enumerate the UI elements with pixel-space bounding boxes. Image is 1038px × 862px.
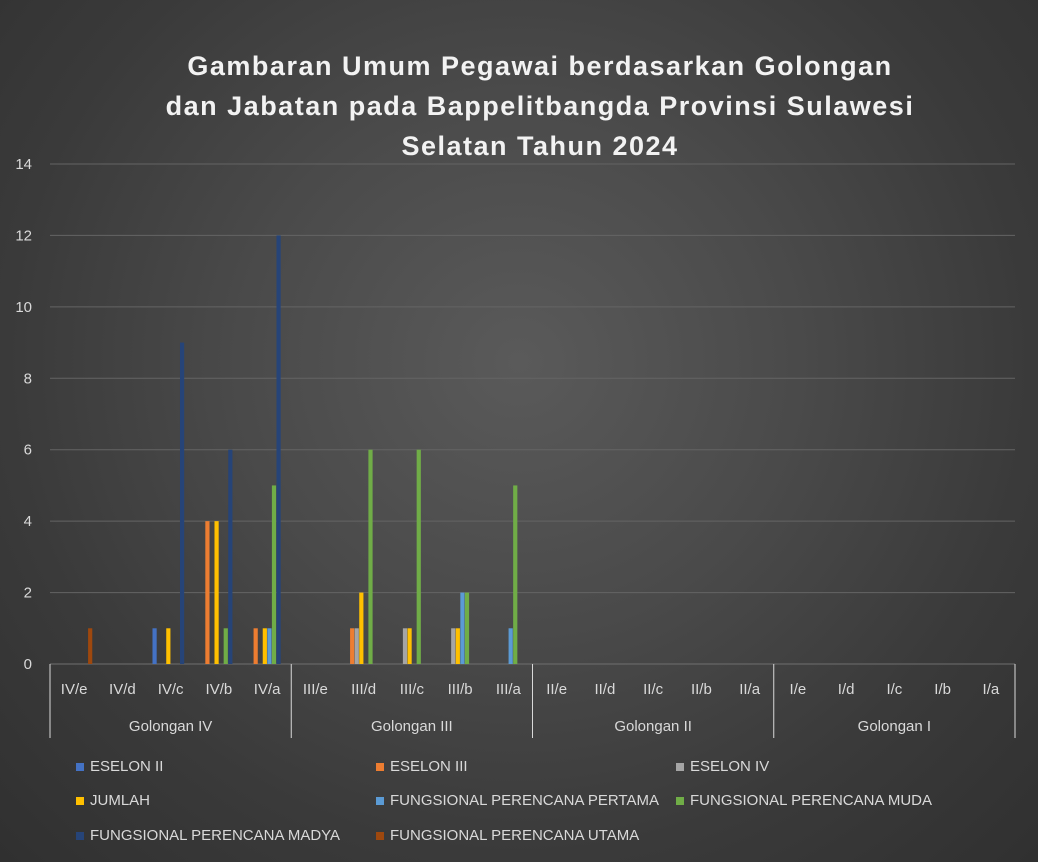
group-label: Golongan III bbox=[371, 718, 453, 735]
y-tick-label: 0 bbox=[24, 656, 32, 673]
bar bbox=[464, 592, 470, 664]
bar bbox=[262, 628, 267, 664]
bar bbox=[451, 628, 456, 664]
chart-title-line-1: Gambaran Umum Pegawai berdasarkan Golong… bbox=[187, 51, 893, 81]
x-tick-label: I/c bbox=[886, 681, 902, 698]
bar bbox=[179, 342, 185, 664]
bar bbox=[460, 592, 465, 664]
x-tick-label: II/e bbox=[546, 681, 567, 698]
bar bbox=[350, 628, 355, 664]
bar bbox=[359, 592, 364, 664]
bar bbox=[402, 628, 408, 664]
x-tick-label: IV/c bbox=[158, 681, 184, 698]
bar bbox=[228, 449, 233, 664]
bar bbox=[407, 628, 412, 664]
x-tick-label: I/a bbox=[983, 681, 1000, 698]
chart-title: Gambaran Umum Pegawai berdasarkan Golong… bbox=[60, 46, 1020, 166]
x-tick-label: III/d bbox=[351, 681, 376, 698]
bar bbox=[276, 235, 281, 664]
bar bbox=[253, 628, 258, 664]
bar bbox=[271, 485, 277, 664]
x-tick-label: II/b bbox=[691, 681, 712, 698]
bar bbox=[214, 521, 219, 664]
chart-title-line-2: dan Jabatan pada Bappelitbangda Provinsi… bbox=[165, 91, 915, 121]
x-tick-label: III/a bbox=[496, 681, 522, 698]
x-tick-label: I/b bbox=[934, 681, 951, 698]
group-label: Golongan II bbox=[614, 718, 692, 735]
x-tick-label: II/a bbox=[739, 681, 761, 698]
bar bbox=[513, 485, 518, 664]
bar bbox=[223, 628, 228, 664]
group-label: Golongan IV bbox=[129, 718, 212, 735]
y-tick-label: 2 bbox=[24, 585, 32, 602]
x-tick-label: IV/b bbox=[206, 681, 233, 698]
bar bbox=[354, 628, 359, 664]
bar bbox=[368, 449, 373, 664]
x-tick-label: IV/d bbox=[109, 681, 136, 698]
bar bbox=[508, 628, 513, 664]
x-tick-label: III/b bbox=[448, 681, 473, 698]
x-tick-label: II/c bbox=[643, 681, 664, 698]
y-tick-label: 14 bbox=[15, 156, 32, 173]
x-tick-label: III/e bbox=[303, 681, 328, 698]
bar bbox=[152, 628, 157, 664]
y-tick-label: 8 bbox=[24, 370, 32, 387]
group-label: Golongan I bbox=[858, 718, 931, 735]
x-tick-label: IV/a bbox=[254, 681, 281, 698]
y-tick-label: 4 bbox=[24, 513, 32, 530]
y-tick-label: 12 bbox=[15, 227, 32, 244]
y-tick-label: 10 bbox=[15, 299, 32, 316]
bar bbox=[267, 628, 272, 664]
x-tick-label: II/d bbox=[594, 681, 615, 698]
x-tick-label: III/c bbox=[400, 681, 425, 698]
bar bbox=[88, 628, 93, 664]
bar bbox=[166, 628, 171, 664]
bar bbox=[455, 628, 460, 664]
x-tick-label: IV/e bbox=[61, 681, 88, 698]
x-tick-label: I/d bbox=[838, 681, 855, 698]
y-tick-label: 6 bbox=[24, 442, 32, 459]
x-tick-label: I/e bbox=[790, 681, 807, 698]
bar bbox=[205, 521, 210, 664]
chart-title-line-3: Selatan Tahun 2024 bbox=[401, 131, 679, 161]
bar bbox=[416, 449, 421, 664]
